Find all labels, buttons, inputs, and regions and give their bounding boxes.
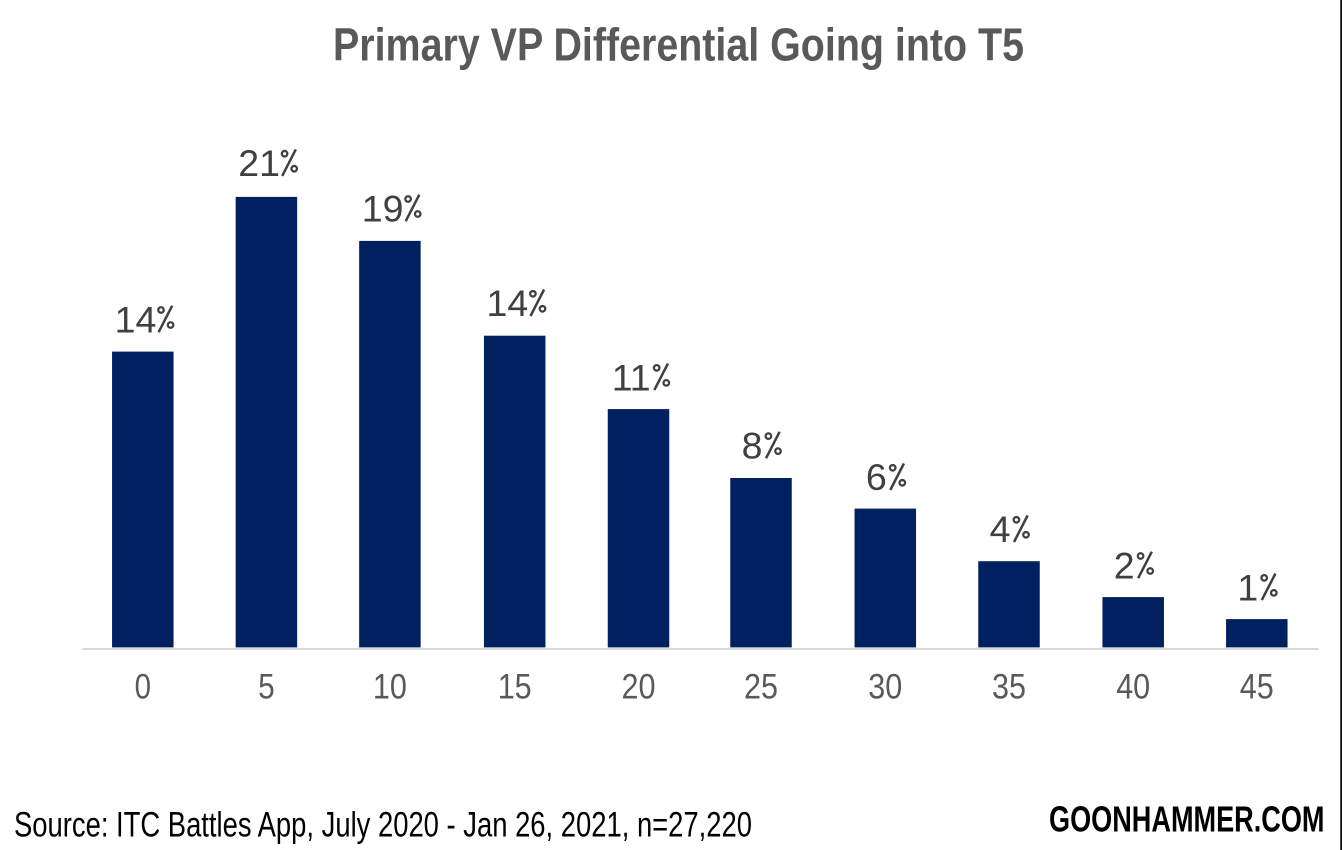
svg-text:40: 40 [1116,668,1150,707]
svg-text:Source: ITC Battles App, July: Source: ITC Battles App, July 2020 - Jan… [14,804,752,844]
svg-text:2: 2 [1114,544,1135,586]
svg-text:35: 35 [992,668,1026,707]
svg-text:6: 6 [866,456,887,498]
svg-text:15: 15 [498,668,532,707]
svg-text:11: 11 [612,356,651,398]
svg-text:14: 14 [115,298,157,340]
svg-text:Primary VP Differential Going: Primary VP Differential Going into T5 [333,19,1024,71]
svg-text:25: 25 [744,668,778,707]
svg-text:1: 1 [1237,566,1258,608]
svg-text:10: 10 [373,668,407,707]
svg-text:GOONHAMMER.COM: GOONHAMMER.COM [1049,799,1325,840]
svg-text:45: 45 [1240,668,1274,707]
svg-text:4: 4 [990,508,1011,550]
svg-text:5: 5 [258,668,274,707]
svg-text:0: 0 [135,668,151,707]
svg-text:14: 14 [487,282,529,324]
svg-text:20: 20 [622,668,656,707]
svg-text:8: 8 [742,425,763,467]
svg-text:21: 21 [238,142,280,184]
svg-text:30: 30 [868,668,902,707]
svg-text:19: 19 [362,187,404,229]
